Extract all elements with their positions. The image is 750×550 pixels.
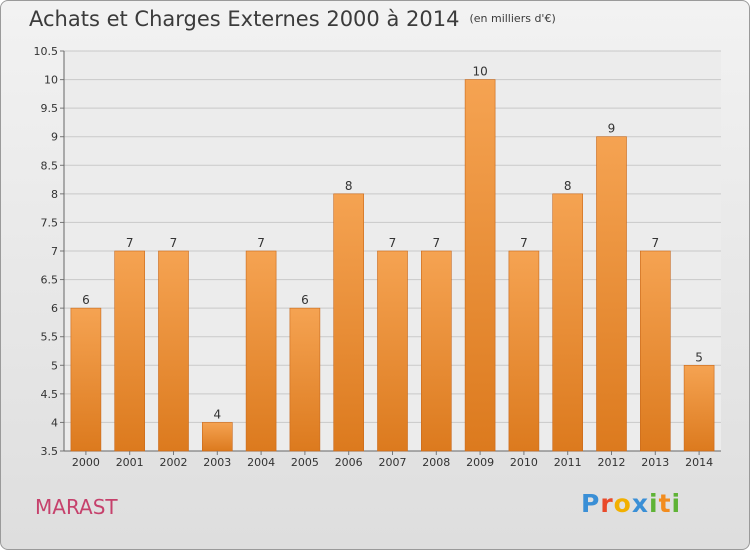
- y-tick-label: 4.5: [41, 388, 59, 401]
- x-tick-label: 2010: [510, 456, 538, 469]
- bar: [158, 250, 189, 452]
- bar-value-label: 8: [345, 179, 353, 193]
- bar: [377, 250, 408, 452]
- logo-letter: o: [613, 489, 632, 518]
- y-tick-label: 9.5: [41, 102, 59, 115]
- chart-title: Achats et Charges Externes 2000 à 2014 (e…: [29, 7, 556, 31]
- logo-letter: P: [581, 489, 601, 518]
- x-tick-label: 2003: [203, 456, 231, 469]
- bar: [420, 250, 452, 452]
- y-tick-label: 4: [51, 416, 58, 429]
- bar-value-label: 7: [520, 236, 528, 250]
- bar: [552, 193, 584, 452]
- bar: [245, 250, 277, 452]
- bar: [683, 364, 715, 452]
- x-tick-label: 2014: [685, 456, 713, 469]
- y-tick-label: 5.5: [41, 331, 59, 344]
- y-tick-label: 8.5: [41, 159, 59, 172]
- proxiti-logo: Proxiti: [581, 489, 681, 518]
- bar: [202, 422, 233, 452]
- x-tick-label: 2012: [598, 456, 626, 469]
- bar-value-label: 7: [651, 236, 659, 250]
- x-tick-label: 2006: [335, 456, 363, 469]
- y-tick-label: 8: [51, 188, 58, 201]
- bar-value-label: 4: [213, 407, 221, 421]
- x-tick-label: 2011: [554, 456, 582, 469]
- y-tick-label: 6.5: [41, 274, 59, 287]
- bar-value-label: 7: [126, 236, 134, 250]
- bar-value-label: 10: [472, 65, 487, 79]
- y-tick-label: 5: [51, 359, 58, 372]
- logo-letter: i: [671, 489, 682, 518]
- x-tick-label: 2013: [641, 456, 669, 469]
- x-tick-label: 2009: [466, 456, 494, 469]
- y-tick-label: 10.5: [34, 45, 59, 58]
- y-tick-label: 9: [51, 131, 58, 144]
- y-tick-label: 3.5: [41, 445, 59, 458]
- bar: [114, 250, 145, 452]
- bar-value-label: 7: [257, 236, 265, 250]
- bar-value-label: 7: [170, 236, 178, 250]
- x-tick-label: 2005: [291, 456, 319, 469]
- y-tick-label: 10: [44, 74, 58, 87]
- x-tick-label: 2001: [116, 456, 144, 469]
- bar-value-label: 7: [432, 236, 440, 250]
- bar: [639, 250, 671, 452]
- logo-letter: t: [658, 489, 672, 518]
- logo-letter: r: [600, 489, 614, 518]
- bar: [508, 250, 540, 452]
- y-tick-label: 7.5: [41, 216, 59, 229]
- bar: [70, 307, 102, 452]
- x-tick-label: 2004: [247, 456, 275, 469]
- bar: [333, 193, 365, 452]
- y-tick-label: 6: [51, 302, 58, 315]
- x-tick-label: 2008: [422, 456, 450, 469]
- bar-value-label: 7: [389, 236, 397, 250]
- x-tick-label: 2007: [379, 456, 407, 469]
- x-tick-label: 2002: [160, 456, 188, 469]
- bar-value-label: 9: [608, 122, 616, 136]
- bar: [596, 136, 627, 452]
- bar-value-label: 6: [301, 293, 309, 307]
- bar: [289, 307, 321, 452]
- commune-name: MARAST: [35, 495, 118, 519]
- y-tick-label: 7: [51, 245, 58, 258]
- x-tick-label: 2000: [72, 456, 100, 469]
- unit-note: (en milliers d'€): [469, 12, 556, 25]
- chart-title-text: Achats et Charges Externes 2000 à 2014: [29, 7, 460, 31]
- logo-letter: i: [649, 489, 659, 518]
- logo-letter: x: [631, 489, 649, 518]
- bar-value-label: 5: [695, 350, 703, 364]
- bar-value-label: 8: [564, 179, 572, 193]
- bar-value-label: 6: [82, 293, 90, 307]
- bar: [464, 79, 496, 452]
